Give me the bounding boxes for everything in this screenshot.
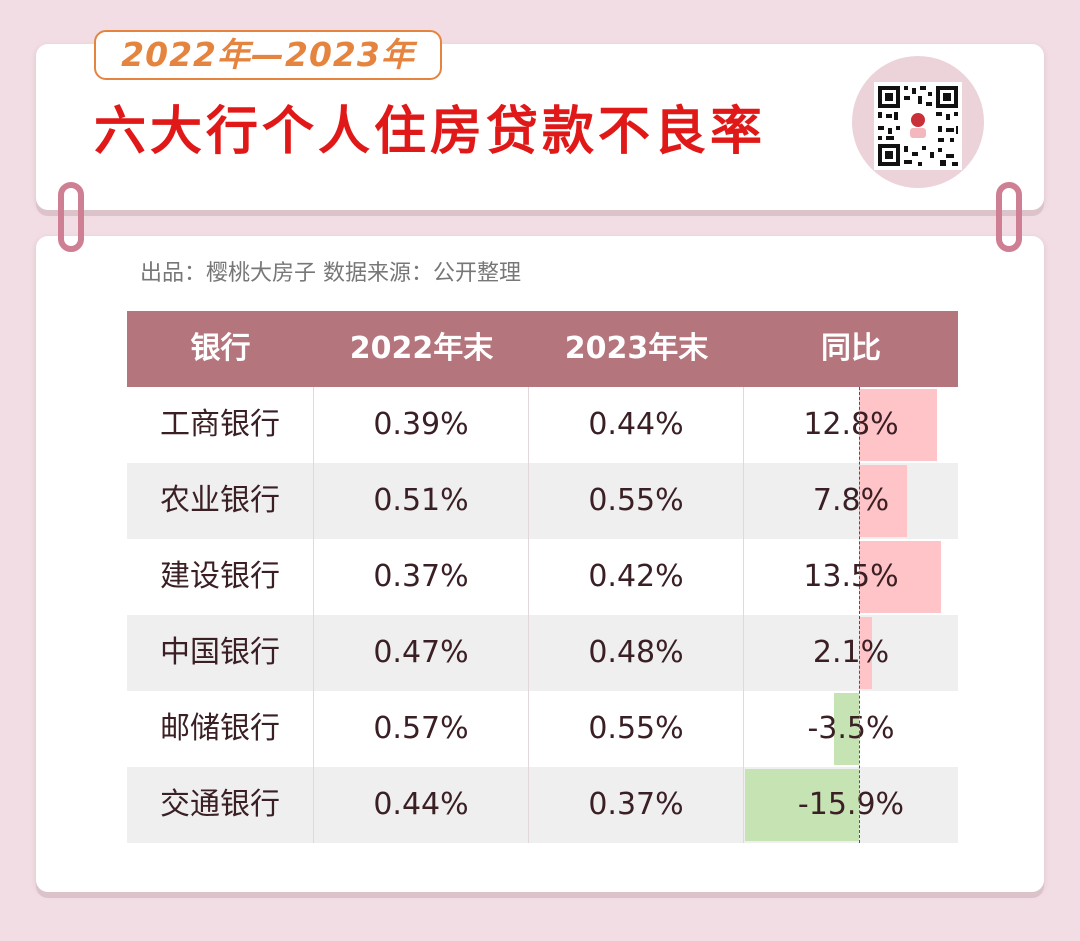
rate-2022-cell: 0.44% bbox=[314, 767, 529, 843]
column-header-bank: 银行 bbox=[190, 331, 251, 366]
npl-table: 银行 2022年末 2023年末 同比 工商银行 0.39% 0.44% 12.8% 农… bbox=[127, 311, 958, 843]
yoy-value-label: -15.9% bbox=[797, 787, 905, 822]
rate-2023-cell: 0.55% bbox=[529, 463, 744, 539]
qr-code-icon bbox=[874, 82, 962, 170]
rate-2023-cell: 0.55% bbox=[529, 691, 744, 767]
yoy-bar bbox=[859, 465, 907, 537]
table-body: 工商银行 0.39% 0.44% 12.8% 农业银行 0.51% 0.55% 7.8% 建设银… bbox=[127, 387, 958, 843]
yoy-cell: 13.5% bbox=[744, 539, 958, 615]
bank-name-cell: 建设银行 bbox=[127, 539, 314, 615]
bank-name-cell: 交通银行 bbox=[127, 767, 314, 843]
right-binder-ring bbox=[996, 182, 1022, 252]
yoy-bar bbox=[859, 617, 872, 689]
rate-2022-cell: 0.39% bbox=[314, 387, 529, 463]
yoy-cell: 7.8% bbox=[744, 463, 958, 539]
table-header: 银行 2022年末 2023年末 同比 bbox=[127, 311, 958, 387]
page-title: 六大行个人住房贷款不良率 bbox=[94, 102, 767, 162]
zero-axis-line bbox=[859, 387, 860, 843]
column-header-yoy: 同比 bbox=[821, 331, 881, 366]
yoy-bar bbox=[745, 769, 859, 841]
yoy-cell: 12.8% bbox=[744, 387, 958, 463]
source-credit: 出品：樱桃大房子 数据来源：公开整理 bbox=[140, 261, 521, 286]
rate-2023-cell: 0.37% bbox=[529, 767, 744, 843]
yoy-bar bbox=[859, 541, 941, 613]
rate-2023-cell: 0.48% bbox=[529, 615, 744, 691]
qr-badge bbox=[852, 56, 984, 188]
yoy-cell: -15.9% bbox=[744, 767, 958, 843]
yoy-value-label: 2.1% bbox=[812, 635, 890, 670]
table-row: 邮储银行 0.57% 0.55% -3.5% bbox=[127, 691, 958, 767]
yoy-cell: -3.5% bbox=[744, 691, 958, 767]
yoy-cell: 2.1% bbox=[744, 615, 958, 691]
rate-2022-cell: 0.51% bbox=[314, 463, 529, 539]
bank-name-cell: 农业银行 bbox=[127, 463, 314, 539]
rate-2023-cell: 0.44% bbox=[529, 387, 744, 463]
yoy-bar bbox=[859, 389, 937, 461]
rate-2023-cell: 0.42% bbox=[529, 539, 744, 615]
column-header-2023: 2023年末 bbox=[564, 331, 709, 366]
yoy-value-label: 13.5% bbox=[803, 559, 899, 594]
rate-2022-cell: 0.37% bbox=[314, 539, 529, 615]
table-row: 农业银行 0.51% 0.55% 7.8% bbox=[127, 463, 958, 539]
table-row: 建设银行 0.37% 0.42% 13.5% bbox=[127, 539, 958, 615]
bank-name-cell: 邮储银行 bbox=[127, 691, 314, 767]
yoy-value-label: 7.8% bbox=[812, 483, 890, 518]
table-row: 中国银行 0.47% 0.48% 2.1% bbox=[127, 615, 958, 691]
column-header-2022: 2022年末 bbox=[349, 331, 494, 366]
table-row: 交通银行 0.44% 0.37% -15.9% bbox=[127, 767, 958, 843]
bank-name-cell: 中国银行 bbox=[127, 615, 314, 691]
table-row: 工商银行 0.39% 0.44% 12.8% bbox=[127, 387, 958, 463]
yoy-bar bbox=[834, 693, 859, 765]
yoy-value-label: 12.8% bbox=[803, 407, 899, 442]
rate-2022-cell: 0.47% bbox=[314, 615, 529, 691]
year-range-tag: 2022年—2023年 bbox=[94, 30, 442, 80]
rate-2022-cell: 0.57% bbox=[314, 691, 529, 767]
left-binder-ring bbox=[58, 182, 84, 252]
yoy-value-label: -3.5% bbox=[807, 711, 895, 746]
bank-name-cell: 工商银行 bbox=[127, 387, 314, 463]
